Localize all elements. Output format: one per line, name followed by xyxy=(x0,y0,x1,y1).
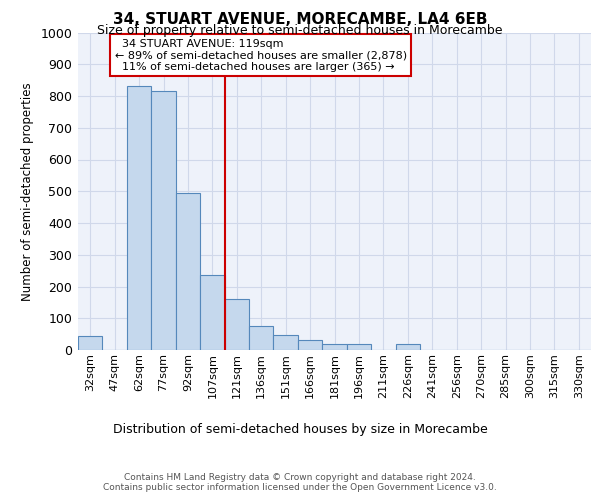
Text: Contains HM Land Registry data © Crown copyright and database right 2024.
Contai: Contains HM Land Registry data © Crown c… xyxy=(103,472,497,492)
Bar xyxy=(249,326,274,350)
Bar xyxy=(395,344,420,350)
Text: 34 STUART AVENUE: 119sqm
← 89% of semi-detached houses are smaller (2,878)
  11%: 34 STUART AVENUE: 119sqm ← 89% of semi-d… xyxy=(115,39,407,72)
Y-axis label: Number of semi-detached properties: Number of semi-detached properties xyxy=(20,82,34,300)
Bar xyxy=(200,276,224,350)
Bar xyxy=(274,335,298,350)
Bar xyxy=(176,194,200,350)
Bar xyxy=(322,344,347,350)
Text: Size of property relative to semi-detached houses in Morecambe: Size of property relative to semi-detach… xyxy=(97,24,503,37)
Bar xyxy=(298,340,322,350)
Text: 34, STUART AVENUE, MORECAMBE, LA4 6EB: 34, STUART AVENUE, MORECAMBE, LA4 6EB xyxy=(113,12,487,28)
Bar xyxy=(347,344,371,350)
Bar xyxy=(127,86,151,350)
Bar xyxy=(151,91,176,350)
Text: Distribution of semi-detached houses by size in Morecambe: Distribution of semi-detached houses by … xyxy=(113,422,487,436)
Bar xyxy=(224,299,249,350)
Bar xyxy=(78,336,103,350)
